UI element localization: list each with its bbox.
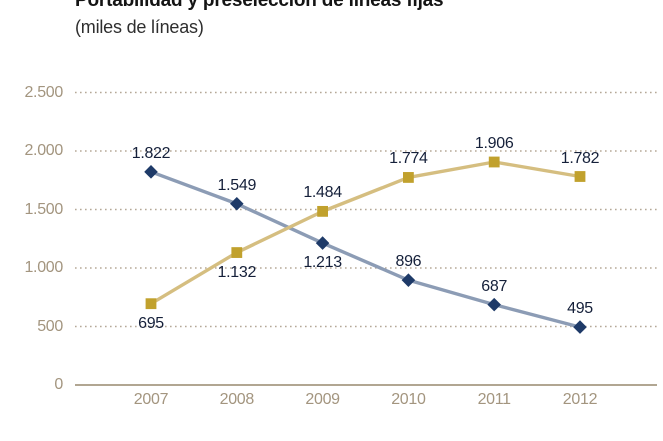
gridlines <box>75 91 657 386</box>
square-marker <box>145 298 157 310</box>
data-point-label: 695 <box>138 314 164 332</box>
data-point-label: 1.213 <box>303 254 342 272</box>
data-point-label: 495 <box>567 300 593 318</box>
x-axis-tick-label: 2009 <box>305 391 340 408</box>
data-point-label: 1.822 <box>131 144 171 162</box>
x-axis-tick-label: 2007 <box>133 391 169 408</box>
data-point-label: 1.782 <box>560 149 600 167</box>
gold-square-series-line <box>149 160 582 306</box>
x-axis-tick-label: 2010 <box>391 391 426 408</box>
diamond-marker <box>401 273 416 287</box>
y-axis-tick-label: 2.000 <box>24 142 63 159</box>
data-point-label: 1.774 <box>389 150 428 168</box>
data-point-label: 1.484 <box>303 184 342 202</box>
diamond-marker <box>315 236 330 250</box>
data-point-label: 1.549 <box>217 176 257 194</box>
chart-subtitle: (miles de líneas) <box>75 17 204 37</box>
y-axis-tick-label: 2.500 <box>24 83 63 101</box>
square-marker <box>317 205 328 217</box>
blue-diamond-series-line <box>149 170 582 329</box>
diamond-marker <box>230 196 244 211</box>
diamond-marker <box>487 297 501 312</box>
x-axis-tick-label: 2008 <box>219 391 255 408</box>
x-axis-tick-label: 2011 <box>477 391 512 408</box>
y-axis-tick-label: 1.000 <box>24 259 63 276</box>
diamond-marker <box>573 320 587 334</box>
chart-title: Portabilidad y preselección de líneas fi… <box>75 0 444 11</box>
series-lines <box>149 160 582 329</box>
x-axis-tick-label: 2012 <box>562 391 598 408</box>
square-marker <box>488 156 500 168</box>
y-axis-tick-label: 0 <box>54 376 63 393</box>
square-marker <box>574 171 586 182</box>
data-point-label: 1.906 <box>474 134 514 152</box>
data-point-label: 896 <box>395 253 422 271</box>
diamond-marker <box>144 165 158 179</box>
square-marker <box>403 172 414 183</box>
data-point-label: 1.132 <box>217 263 257 281</box>
square-marker <box>231 247 243 258</box>
y-axis-tick-label: 500 <box>37 317 63 335</box>
y-axis-tick-label: 1.500 <box>24 200 63 218</box>
data-point-label: 687 <box>481 277 508 295</box>
